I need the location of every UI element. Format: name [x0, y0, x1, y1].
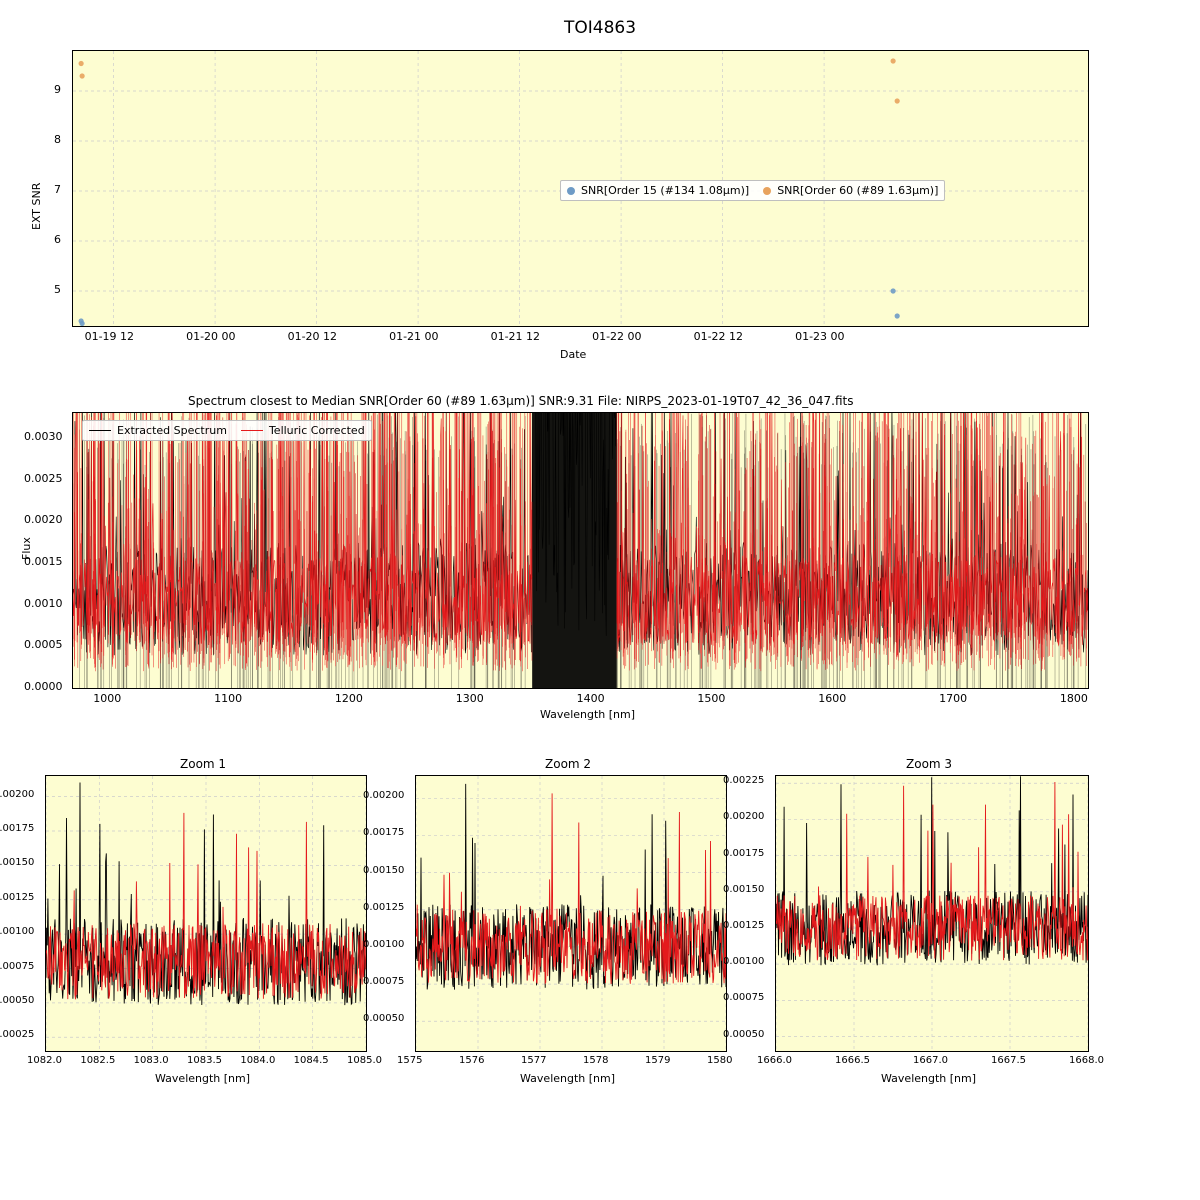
- spectrum-title: Spectrum closest to Median SNR[Order 60 …: [188, 394, 854, 408]
- spectrum-xlabel: Wavelength [nm]: [540, 708, 635, 721]
- zoom3-panel: [775, 775, 1089, 1052]
- figure: TOI4863 EXT SNR Date SNR[Order 15 (#134 …: [0, 0, 1200, 1200]
- figure-suptitle: TOI4863: [0, 18, 1200, 38]
- snr-xlabel: Date: [560, 348, 586, 361]
- spectrum-panel: [72, 412, 1089, 689]
- spectrum-legend: Extracted SpectrumTelluric Corrected: [82, 420, 372, 441]
- zoom2-panel: [415, 775, 727, 1052]
- snr-ylabel: EXT SNR: [30, 183, 43, 230]
- zoom1-panel: [45, 775, 367, 1052]
- snr-legend: SNR[Order 15 (#134 1.08μm)]SNR[Order 60 …: [560, 180, 945, 201]
